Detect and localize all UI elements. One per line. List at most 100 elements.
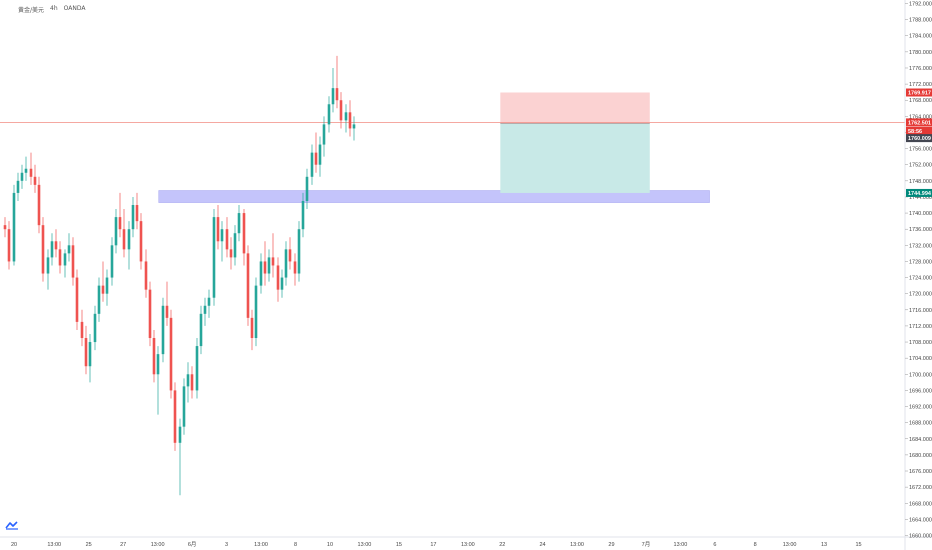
candle	[110, 237, 114, 286]
candle	[41, 217, 45, 282]
y-tick-label: 1764.000	[909, 114, 932, 120]
y-tick-label: 1692.000	[909, 405, 932, 411]
y-tick-label: 1680.000	[909, 453, 932, 459]
candle	[71, 237, 75, 286]
y-tick-label: 1660.000	[909, 534, 932, 540]
price-tag-bg	[906, 118, 932, 127]
y-tick-label: 1672.000	[909, 485, 932, 491]
candle	[122, 209, 126, 258]
y-tick-label: 1740.000	[909, 211, 932, 217]
support-zone	[158, 190, 710, 203]
y-tick-label: 1696.000	[909, 388, 932, 394]
x-tick-label: 29	[608, 542, 614, 548]
price-tag-bg	[906, 134, 932, 143]
candle-body	[212, 217, 216, 298]
candle-body	[54, 241, 58, 250]
tradingview-logo-icon[interactable]	[5, 520, 19, 530]
y-tick-label: 1756.000	[909, 147, 932, 153]
x-tick-label: 13:00	[47, 542, 61, 548]
x-tick-label: 6月	[188, 541, 197, 548]
candle	[144, 249, 148, 298]
candle-body	[246, 253, 250, 318]
candle-body	[75, 277, 79, 322]
candle-body	[105, 277, 109, 294]
candle-body	[93, 313, 97, 343]
x-tick-label: 13:00	[674, 542, 688, 548]
candle-body	[24, 168, 28, 173]
x-tick-label: 13	[821, 542, 827, 548]
price-tag-label: 58:56	[908, 129, 922, 135]
candle	[29, 152, 33, 185]
y-tick-label: 1772.000	[909, 82, 932, 88]
candle	[186, 362, 190, 403]
candle-body	[190, 374, 194, 391]
candle-body	[161, 305, 165, 355]
candle	[63, 249, 67, 278]
candle-body	[280, 277, 284, 290]
candle	[301, 192, 305, 238]
candle-body	[207, 297, 211, 306]
candle-body	[301, 200, 305, 230]
candle-body	[37, 184, 41, 226]
take-profit-area	[500, 123, 650, 193]
candle-body	[203, 305, 207, 314]
candle	[280, 269, 284, 298]
candle	[250, 309, 254, 351]
candle	[161, 297, 165, 363]
candle	[242, 209, 246, 266]
candle	[93, 305, 97, 351]
x-tick-label: 7月	[642, 541, 651, 548]
candle-body	[352, 124, 356, 129]
candle	[46, 249, 50, 290]
candle-body	[327, 104, 331, 125]
candle-body	[144, 261, 148, 290]
price-tag-bg	[906, 126, 932, 135]
x-tick-label: 10	[327, 542, 333, 548]
price-tag: 1762.501	[906, 118, 932, 127]
candle	[101, 261, 105, 302]
candle	[97, 277, 101, 322]
candle-body	[67, 245, 71, 254]
candle	[212, 209, 216, 306]
candle-body	[322, 124, 326, 145]
candle	[37, 176, 41, 234]
candle	[310, 144, 314, 185]
x-tick-label: 13:00	[358, 542, 372, 548]
short-position-tool	[500, 92, 650, 193]
candle-body	[339, 100, 343, 121]
y-tick-label: 1712.000	[909, 324, 932, 330]
y-tick-label: 1728.000	[909, 259, 932, 265]
x-tick-label: 17	[430, 542, 436, 548]
x-tick-label: 13:00	[254, 542, 268, 548]
candle	[33, 164, 37, 193]
candle-body	[250, 317, 254, 339]
x-tick-label: 13:00	[151, 542, 165, 548]
x-tick-label: 20	[11, 542, 17, 548]
y-tick-label: 1684.000	[909, 437, 932, 443]
y-tick-label: 1780.000	[909, 50, 932, 56]
candle	[254, 277, 258, 347]
candle	[237, 205, 241, 242]
candle	[182, 378, 186, 435]
candle	[288, 237, 292, 270]
candle	[88, 333, 92, 383]
candle	[114, 209, 118, 254]
candle-body	[276, 265, 280, 290]
candle-body	[127, 229, 131, 250]
y-tick-label: 1776.000	[909, 66, 932, 72]
x-tick-label: 13:00	[570, 542, 584, 548]
symbol-name: 黄金/美元	[18, 7, 45, 14]
candle-body	[165, 305, 169, 318]
candle-body	[63, 253, 67, 266]
y-tick-label: 1784.000	[909, 34, 932, 40]
candle	[3, 217, 7, 238]
price-tag-bg	[906, 88, 932, 97]
candle	[54, 229, 58, 258]
symbol-source: OANDA	[63, 5, 86, 12]
price-tag: 1769.917	[906, 88, 932, 97]
candle	[190, 366, 194, 399]
candle	[225, 217, 229, 258]
candle	[233, 225, 237, 266]
